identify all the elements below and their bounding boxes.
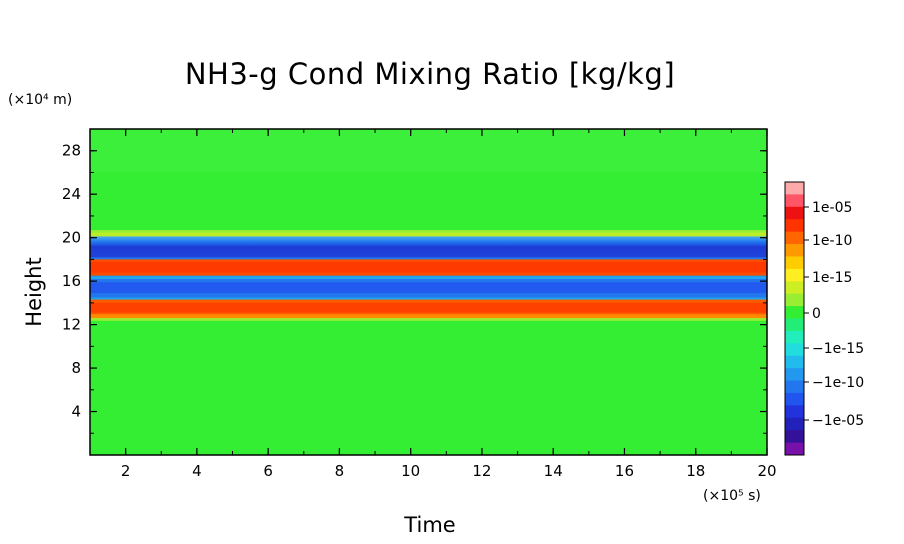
x-tick-label: 8 bbox=[335, 462, 345, 480]
plot-frame bbox=[89, 128, 768, 456]
band-positive-upper-core bbox=[90, 262, 767, 273]
band-fringe-bottom bbox=[90, 318, 767, 321]
colorbar-swatch bbox=[785, 380, 804, 394]
y-tick-label: 20 bbox=[62, 229, 81, 247]
band-positive-lower-edge bbox=[90, 314, 767, 320]
chart-title: NH3-g Cond Mixing Ratio [kg/kg] bbox=[185, 57, 675, 91]
x-axis-label: Time bbox=[403, 513, 455, 537]
colorbar-swatch bbox=[785, 330, 804, 344]
y-axis: 4 8 12 16 20 24 28 bbox=[62, 128, 767, 434]
band-fringe-top bbox=[90, 230, 767, 235]
colorbar-label: 0 bbox=[812, 306, 821, 322]
band-negative-lower-edge-bottom bbox=[90, 297, 767, 300]
colorbar-swatch bbox=[785, 219, 804, 233]
colorbar-swatch bbox=[785, 231, 804, 245]
colorbar-label: 1e-15 bbox=[812, 270, 852, 286]
y-tick-label: 8 bbox=[71, 359, 81, 377]
x-tick-label: 14 bbox=[544, 462, 563, 480]
colorbar-label: 1e-05 bbox=[812, 200, 852, 216]
y-tick-label: 16 bbox=[62, 272, 81, 290]
colorbar-swatch bbox=[785, 430, 804, 444]
colorbar-swatch bbox=[785, 182, 804, 195]
colorbar-swatch bbox=[785, 206, 804, 220]
colorbar-label: −1e-10 bbox=[812, 375, 864, 391]
colorbar-swatch bbox=[785, 281, 804, 295]
colorbar-swatch bbox=[785, 256, 804, 270]
colorbar-swatch bbox=[785, 417, 804, 431]
band-negative-upper-core bbox=[90, 246, 767, 258]
x-tick-label: 16 bbox=[615, 462, 634, 480]
colorbar-swatch bbox=[785, 405, 804, 419]
y-tick-label: 24 bbox=[62, 185, 81, 203]
colorbar-swatch bbox=[785, 293, 804, 307]
x-tick-label: 20 bbox=[757, 462, 776, 480]
colorbar-swatch bbox=[785, 392, 804, 406]
colorbar-swatch bbox=[785, 368, 804, 382]
band-positive-lower-core bbox=[90, 302, 767, 313]
colorbar-swatch bbox=[785, 318, 804, 332]
colorbar-swatch bbox=[785, 355, 804, 369]
colorbar-swatch bbox=[785, 306, 804, 319]
y-tick-label: 28 bbox=[62, 142, 81, 160]
colorbar: 1e-05 1e-10 1e-15 0 −1e-15 −1e-10 −1e-05 bbox=[784, 181, 864, 456]
colorbar-swatch bbox=[785, 244, 804, 257]
y-axis-label: Height bbox=[22, 257, 46, 326]
x-tick-label: 4 bbox=[192, 462, 202, 480]
colorbar-label: −1e-05 bbox=[812, 413, 864, 429]
x-tick-label: 2 bbox=[121, 462, 131, 480]
field-upper-tint bbox=[90, 129, 767, 173]
x-unit-label: (×10⁵ s) bbox=[703, 488, 761, 504]
x-tick-label: 10 bbox=[401, 462, 420, 480]
x-tick-label: 12 bbox=[472, 462, 491, 480]
x-tick-label: 18 bbox=[686, 462, 705, 480]
y-unit-label: (×10⁴ m) bbox=[8, 92, 72, 108]
colorbar-swatch bbox=[785, 268, 804, 282]
y-tick-label: 4 bbox=[71, 403, 81, 421]
plot-area bbox=[90, 129, 767, 455]
colorbar-swatch bbox=[785, 343, 804, 357]
x-axis: 2 4 6 8 10 12 14 16 18 20 bbox=[89, 129, 777, 480]
x-tick-label: 6 bbox=[263, 462, 273, 480]
colorbar-frame bbox=[784, 181, 805, 456]
band-negative-lower-core bbox=[90, 282, 767, 294]
y-tick-label: 12 bbox=[62, 316, 81, 334]
colorbar-label: 1e-10 bbox=[812, 233, 852, 249]
colorbar-label: −1e-15 bbox=[812, 341, 864, 357]
colorbar-swatch bbox=[785, 194, 804, 208]
band-fringe-yellow bbox=[90, 232, 767, 236]
colorbar-swatch bbox=[785, 442, 804, 456]
band-negative-lower-edge-top bbox=[90, 276, 767, 279]
